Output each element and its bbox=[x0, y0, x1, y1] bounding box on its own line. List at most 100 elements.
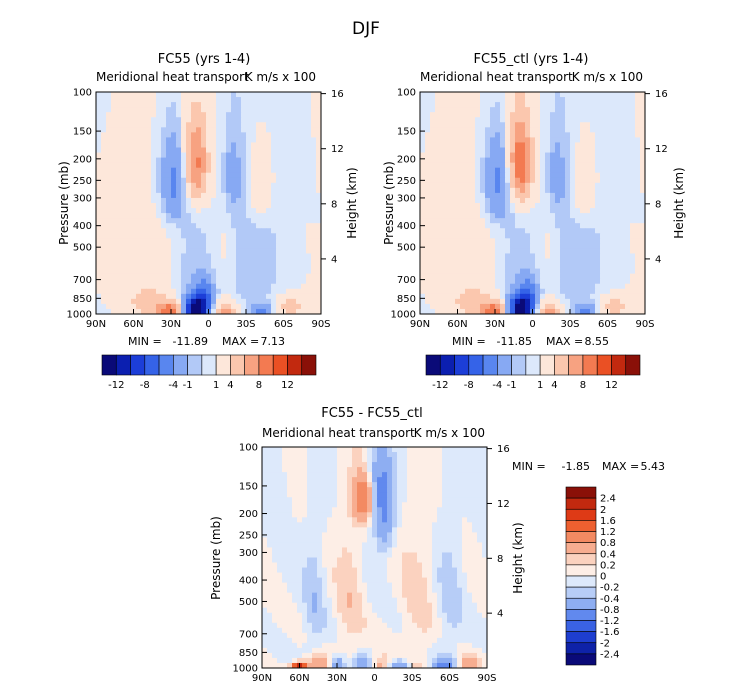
field-cell bbox=[605, 112, 610, 117]
field-cell bbox=[450, 233, 455, 238]
field-cell bbox=[131, 259, 136, 264]
field-cell bbox=[585, 183, 590, 188]
field-cell bbox=[462, 507, 467, 512]
field-cell bbox=[106, 137, 111, 142]
x-tick-label: 0 bbox=[205, 319, 211, 330]
field-cell bbox=[555, 122, 560, 127]
field-cell bbox=[191, 289, 196, 294]
field-cell bbox=[412, 497, 417, 502]
field-cell bbox=[111, 163, 116, 168]
field-cell bbox=[387, 527, 392, 532]
field-cell bbox=[570, 168, 575, 173]
y-tick-label: 200 bbox=[73, 154, 92, 165]
field-cell bbox=[485, 213, 490, 218]
field-cell bbox=[480, 233, 485, 238]
field-cell bbox=[585, 233, 590, 238]
field-cell bbox=[121, 198, 126, 203]
field-cell bbox=[151, 228, 156, 233]
field-cell bbox=[211, 253, 216, 258]
field-cell bbox=[397, 502, 402, 507]
field-cell bbox=[106, 294, 111, 299]
field-cell bbox=[600, 178, 605, 183]
field-cell bbox=[231, 294, 236, 299]
field-cell bbox=[362, 482, 367, 487]
field-cell bbox=[382, 477, 387, 482]
field-cell bbox=[412, 517, 417, 522]
field-cell bbox=[500, 264, 505, 269]
field-cell bbox=[570, 142, 575, 147]
field-cell bbox=[311, 259, 316, 264]
field-cell bbox=[455, 228, 460, 233]
field-cell bbox=[306, 289, 311, 294]
colorbar-swatch bbox=[426, 355, 440, 375]
field-cell bbox=[470, 122, 475, 127]
field-cell bbox=[191, 299, 196, 304]
field-cell bbox=[425, 208, 430, 213]
field-cell bbox=[281, 238, 286, 243]
field-cell bbox=[480, 132, 485, 137]
field-cell bbox=[455, 102, 460, 107]
field-cell bbox=[555, 193, 560, 198]
field-cell bbox=[176, 132, 181, 137]
field-cell bbox=[126, 243, 131, 248]
field-cell bbox=[101, 92, 106, 97]
field-cell bbox=[465, 253, 470, 258]
field-cell bbox=[500, 238, 505, 243]
field-cell bbox=[570, 213, 575, 218]
field-cell bbox=[337, 502, 342, 507]
field-cell bbox=[111, 132, 116, 137]
field-cell bbox=[560, 97, 565, 102]
field-cell bbox=[221, 183, 226, 188]
field-cell bbox=[176, 198, 181, 203]
field-cell bbox=[106, 304, 111, 309]
field-cell bbox=[620, 112, 625, 117]
field-cell bbox=[472, 467, 477, 472]
field-cell bbox=[465, 183, 470, 188]
field-cell bbox=[560, 112, 565, 117]
field-cell bbox=[106, 284, 111, 289]
field-cell bbox=[272, 467, 277, 472]
field-cell bbox=[296, 274, 301, 279]
field-cell bbox=[455, 253, 460, 258]
field-cell bbox=[151, 178, 156, 183]
field-cell bbox=[450, 168, 455, 173]
field-cell bbox=[590, 269, 595, 274]
field-cell bbox=[520, 112, 525, 117]
field-cell bbox=[382, 447, 387, 452]
field-cell bbox=[472, 462, 477, 467]
field-cell bbox=[540, 248, 545, 253]
field-cell bbox=[241, 168, 246, 173]
field-cell bbox=[535, 259, 540, 264]
field-cell bbox=[635, 132, 640, 137]
field-cell bbox=[510, 269, 515, 274]
field-cell bbox=[116, 269, 121, 274]
field-cell bbox=[585, 173, 590, 178]
field-cell bbox=[422, 502, 427, 507]
field-cell bbox=[131, 142, 136, 147]
field-cell bbox=[495, 127, 500, 132]
field-cell bbox=[146, 213, 151, 218]
field-cell bbox=[535, 188, 540, 193]
field-cell bbox=[580, 279, 585, 284]
field-cell bbox=[450, 203, 455, 208]
field-cell bbox=[525, 107, 530, 112]
field-cell bbox=[256, 223, 261, 228]
field-cell bbox=[271, 274, 276, 279]
field-cell bbox=[387, 502, 392, 507]
field-cell bbox=[111, 107, 116, 112]
field-cell bbox=[342, 457, 347, 462]
field-cell bbox=[111, 253, 116, 258]
field-cell bbox=[475, 299, 480, 304]
field-cell bbox=[575, 279, 580, 284]
field-cell bbox=[337, 517, 342, 522]
field-cell bbox=[276, 132, 281, 137]
field-cell bbox=[470, 198, 475, 203]
field-cell bbox=[111, 178, 116, 183]
field-cell bbox=[231, 218, 236, 223]
field-cell bbox=[437, 457, 442, 462]
field-cell bbox=[362, 502, 367, 507]
field-cell bbox=[302, 537, 307, 542]
field-cell bbox=[306, 253, 311, 258]
field-cell bbox=[161, 158, 166, 163]
field-cell bbox=[430, 107, 435, 112]
